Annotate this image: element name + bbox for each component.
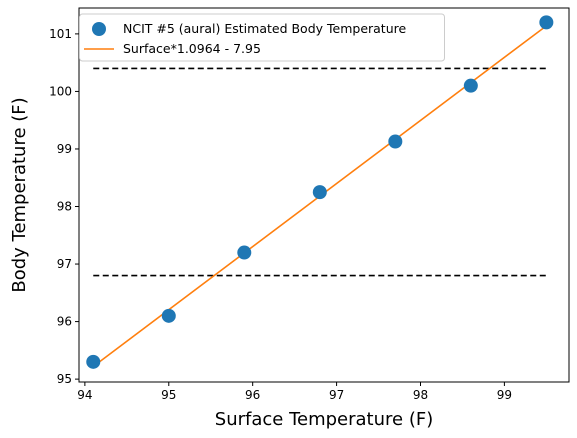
data-point [463, 78, 478, 93]
x-tick-label: 97 [329, 388, 344, 402]
y-tick-label: 100 [49, 84, 72, 98]
scatter-points [86, 15, 554, 369]
y-tick-label: 98 [57, 200, 72, 214]
y-axis-title: Body Temperature (F) [9, 97, 30, 292]
y-tick-label: 96 [57, 315, 72, 329]
x-tick-label: 98 [413, 388, 428, 402]
plot-frame [78, 7, 570, 383]
y-tick-label: 101 [49, 27, 72, 41]
data-point [86, 354, 101, 369]
y-tick-label: 99 [57, 142, 72, 156]
y-tick-label: 95 [57, 372, 72, 386]
data-point [312, 185, 327, 200]
data-point [388, 134, 403, 149]
x-tick-label: 96 [245, 388, 260, 402]
x-axis-title: Surface Temperature (F) [215, 409, 433, 430]
y-axis: 95 96 97 98 99 100 101 [49, 27, 79, 386]
data-point [161, 308, 176, 323]
data-point [539, 15, 554, 30]
x-tick-label: 99 [497, 388, 512, 402]
data-point [237, 245, 252, 260]
legend-label-scatter: NCIT #5 (aural) Estimated Body Temperatu… [123, 21, 406, 36]
legend: NCIT #5 (aural) Estimated Body Temperatu… [79, 13, 445, 62]
x-tick-label: 95 [161, 388, 176, 402]
legend-marker-scatter [92, 22, 106, 36]
y-tick-label: 97 [57, 257, 72, 271]
legend-box [79, 13, 445, 62]
legend-label-line: Surface*1.0964 - 7.95 [123, 41, 261, 56]
x-axis: 94 95 96 97 98 99 [77, 382, 512, 402]
x-tick-label: 94 [77, 388, 92, 402]
